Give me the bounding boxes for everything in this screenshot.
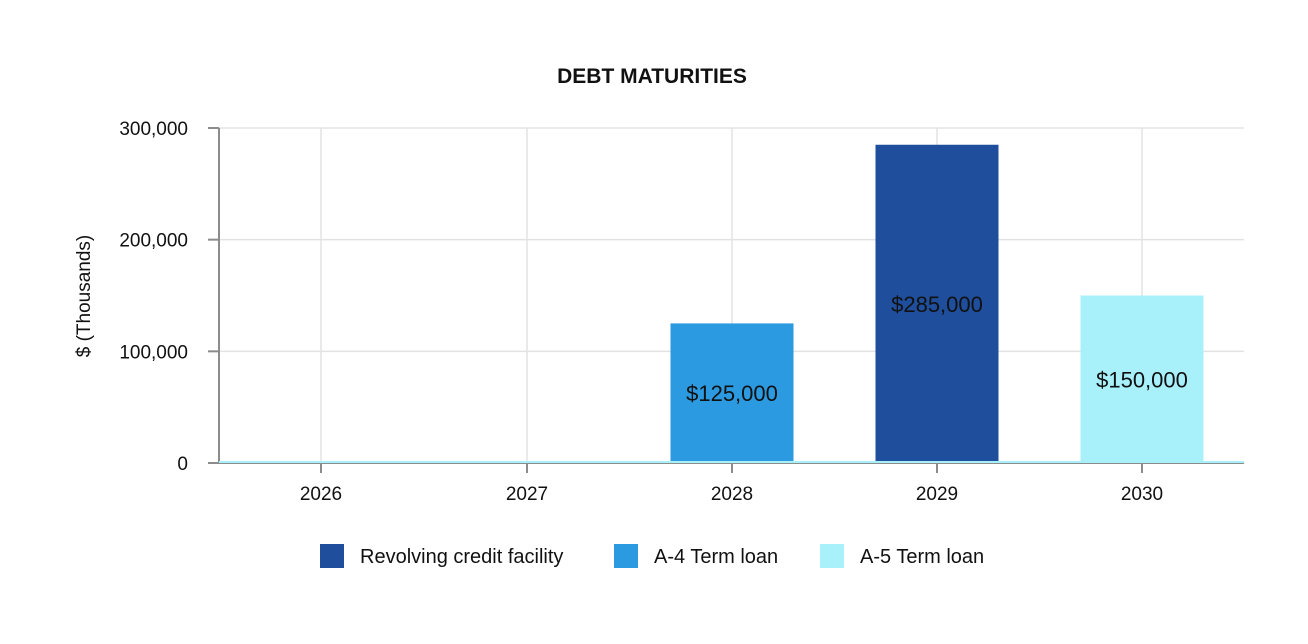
bar	[670, 323, 794, 463]
data-label: $125,000	[686, 381, 778, 406]
legend-swatch	[614, 544, 638, 568]
bar	[875, 144, 999, 463]
legend-label: A-5 Term loan	[860, 546, 984, 568]
bar	[1080, 295, 1204, 463]
x-tick-label: 2028	[711, 484, 753, 505]
legend-swatch	[820, 544, 844, 568]
x-tick-label: 2027	[506, 484, 548, 505]
legend: Revolving credit facility A-4 Term loan A-…	[320, 544, 984, 568]
y-tick-label: 0	[177, 454, 188, 475]
data-labels: $285,000 $125,000 $150,000	[686, 292, 1188, 406]
axes	[208, 127, 1244, 473]
x-tick-label: 2030	[1121, 484, 1163, 505]
x-tick-labels: 2026 2027 2028 2029 2030	[300, 484, 1163, 505]
x-tick-label: 2029	[916, 484, 958, 505]
legend-label: A-4 Term loan	[654, 546, 778, 568]
chart-title: DEBT MATURITIES	[557, 65, 747, 88]
data-label: $285,000	[891, 292, 983, 317]
legend-swatch	[320, 544, 344, 568]
y-tick-label: 100,000	[119, 342, 188, 363]
y-tick-label: 200,000	[119, 231, 188, 252]
bars	[670, 144, 1204, 463]
x-tick-label: 2026	[300, 484, 342, 505]
y-tick-label: 300,000	[119, 119, 188, 140]
y-axis-label: $ (Thousands)	[74, 235, 95, 358]
data-label: $150,000	[1096, 367, 1188, 392]
y-tick-labels: 0 100,000 200,000 300,000	[119, 119, 188, 475]
legend-label: Revolving credit facility	[360, 546, 563, 568]
